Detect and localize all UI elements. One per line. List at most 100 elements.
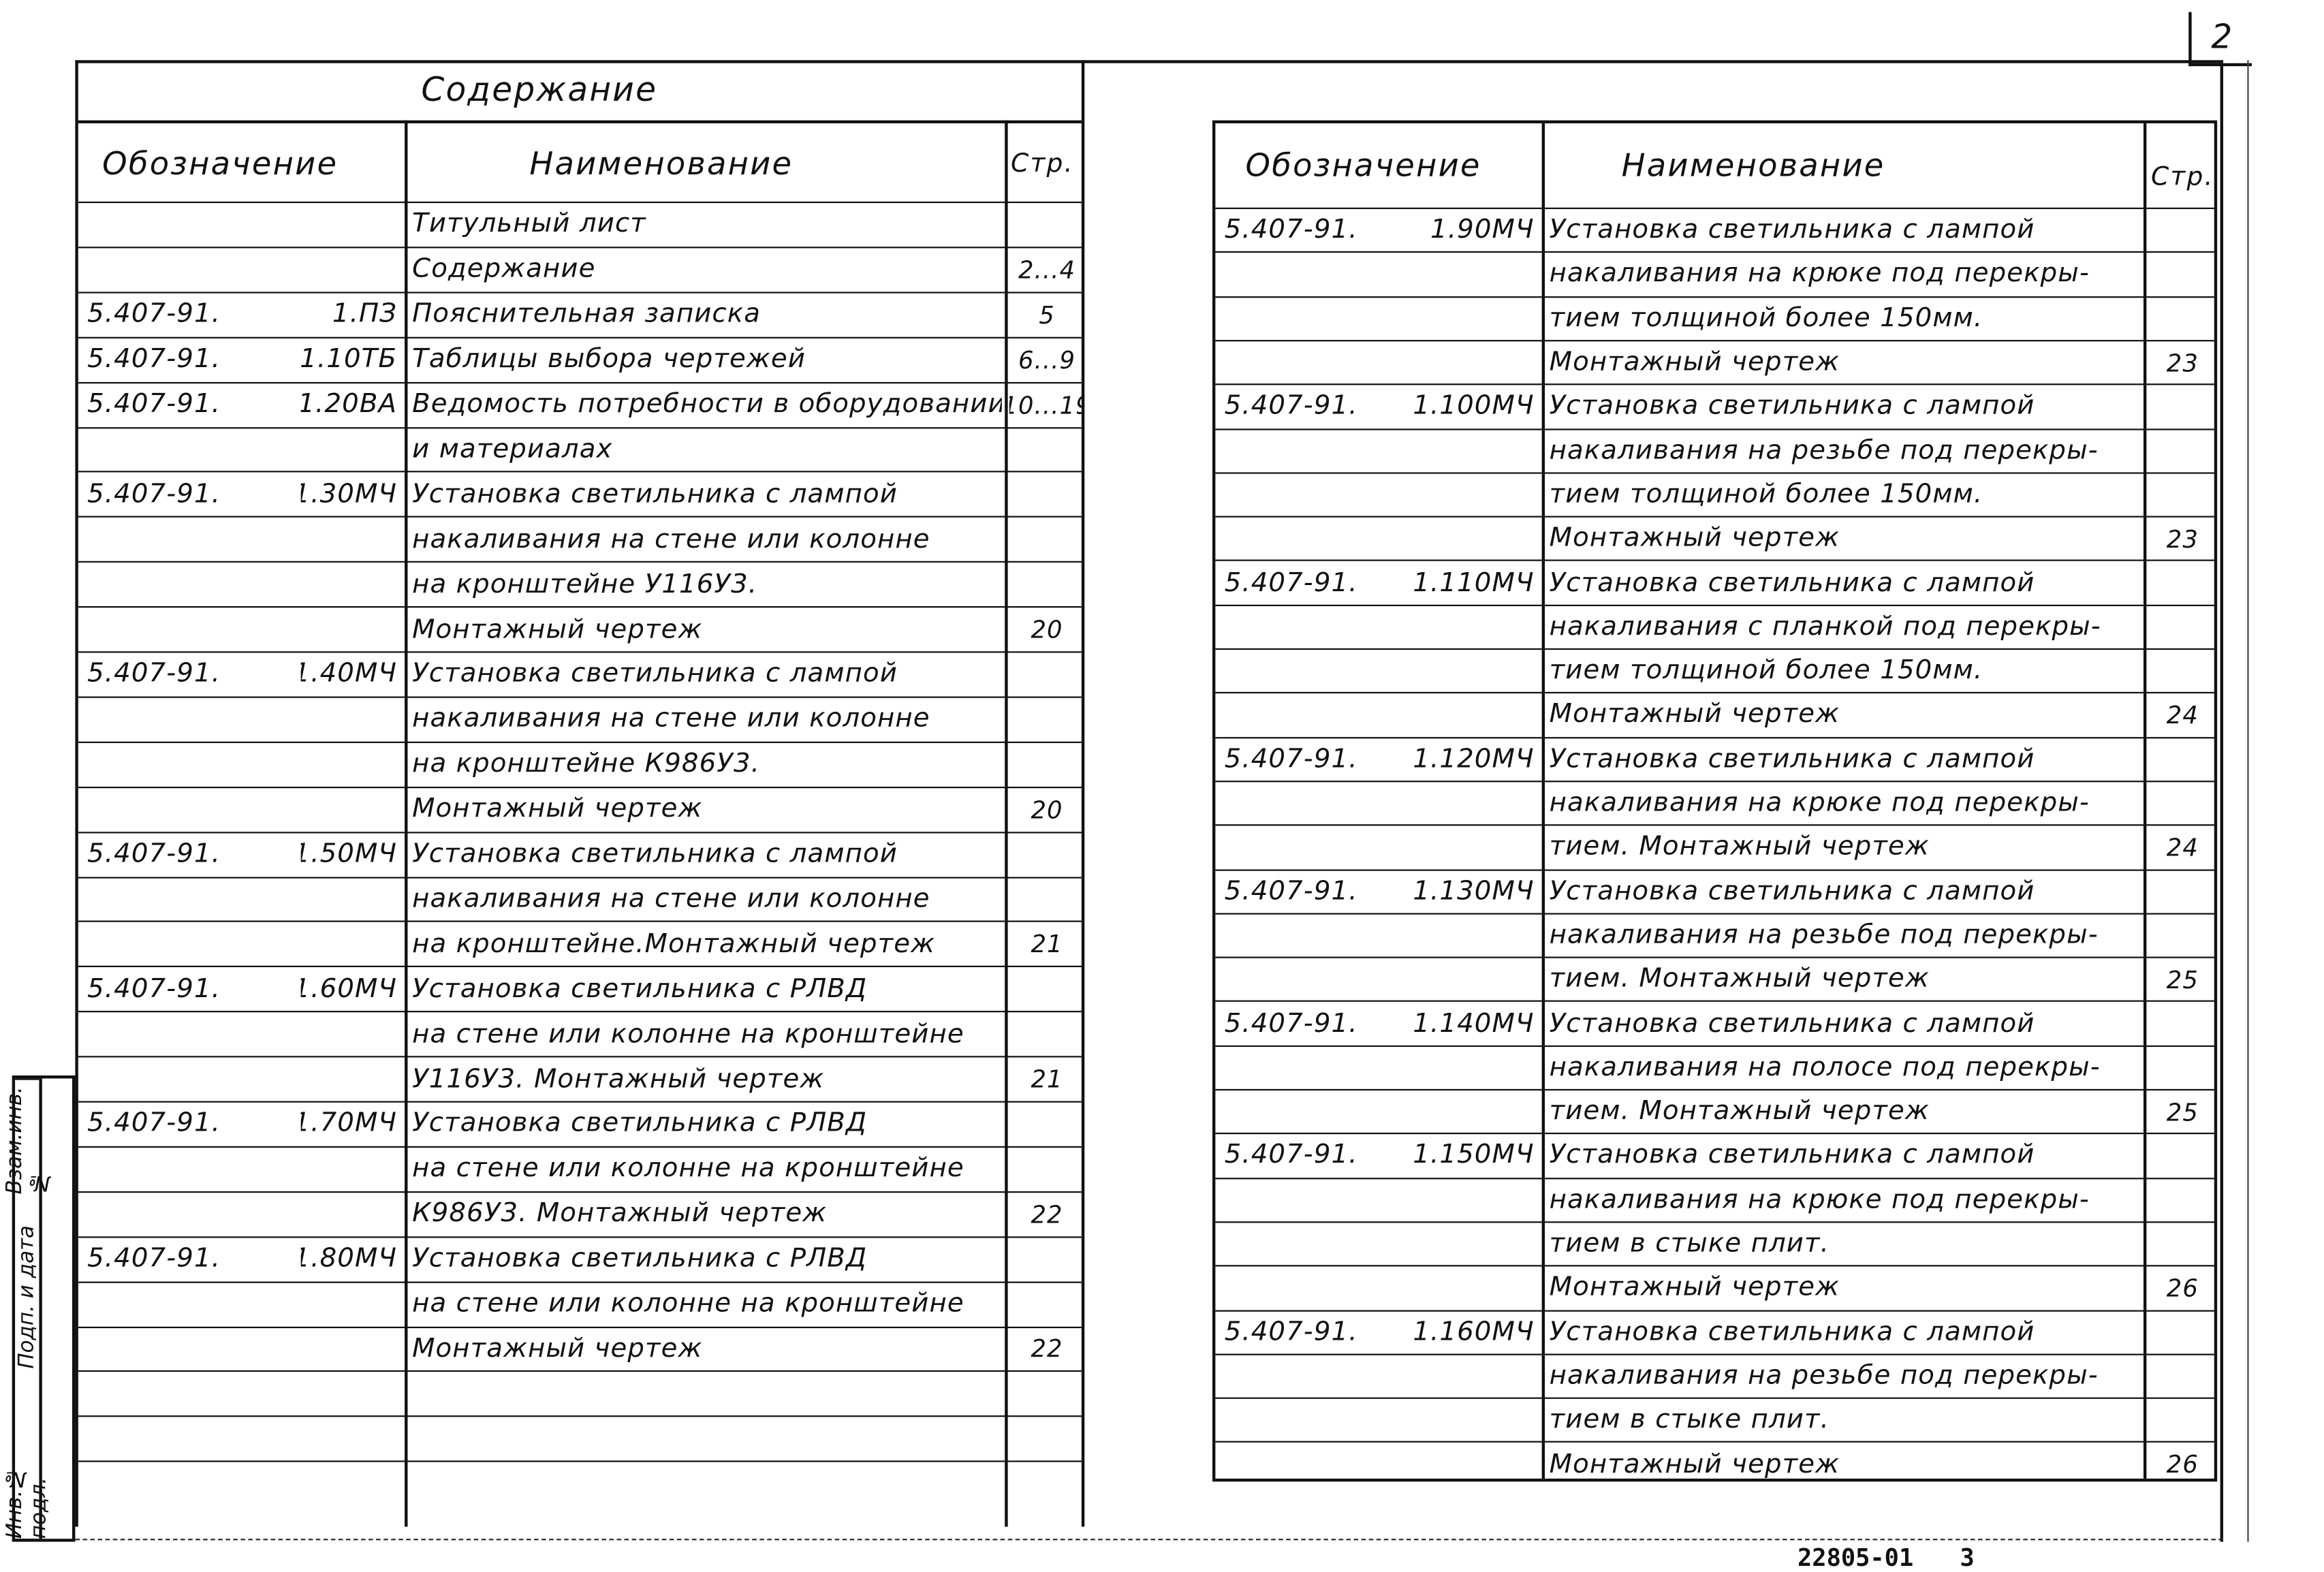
side-stamp: Взам.инв.№ Подп. и дата Инв.№ подл. bbox=[3, 1075, 76, 1542]
row-name: накаливания на полосе под перекры- bbox=[1549, 1052, 2101, 1083]
row-number: 1.130МЧ bbox=[1413, 876, 1535, 907]
row-code: 5.407-91. bbox=[87, 344, 221, 375]
row-page bbox=[2148, 209, 2218, 251]
row-number bbox=[301, 1327, 397, 1371]
row-page bbox=[1009, 428, 1084, 471]
row-number: 1.150МЧ bbox=[1413, 1140, 1535, 1172]
table-row: накаливания на стене или колонне bbox=[78, 696, 1082, 741]
table-row: Монтажный чертеж 22 bbox=[78, 1325, 1082, 1371]
row-name: тием толщиной более 150мм. bbox=[1549, 656, 1983, 687]
table-row: тием. Монтажный чертеж 24 bbox=[1215, 824, 2214, 869]
row-code: 5.407-91. bbox=[87, 974, 221, 1005]
outer-frame-right-edge bbox=[2247, 60, 2249, 1542]
row-name: Установка светильника с лампой bbox=[1549, 215, 2035, 246]
row-page bbox=[2148, 782, 2218, 824]
row-page bbox=[1009, 1148, 1084, 1191]
row-code: 5.407-91. bbox=[1224, 215, 1358, 246]
row-code: 5.407-91. bbox=[87, 1244, 221, 1274]
table-row: 5.407-91. 1.30МЧ Установка светильника с л… bbox=[78, 471, 1082, 516]
table-row: 5.407-91. 1.60МЧ Установка светильника с Р… bbox=[78, 966, 1082, 1011]
row-number bbox=[301, 563, 397, 606]
contents-table-left: Содержание Обозначение Наименование Стр.… bbox=[75, 60, 1084, 1527]
row-number: 1.160МЧ bbox=[1413, 1317, 1535, 1347]
header-name: Наименование bbox=[529, 146, 794, 183]
row-page: 26 bbox=[2166, 1274, 2199, 1303]
row-name: Монтажный чертеж bbox=[1549, 1449, 1840, 1480]
row-number bbox=[1396, 341, 1534, 383]
row-name: Монтажный чертеж bbox=[412, 1334, 703, 1364]
page-number: 2 bbox=[2211, 18, 2233, 57]
row-number: 1.40МЧ bbox=[300, 659, 398, 690]
row-name: и материалах bbox=[412, 435, 613, 465]
row-name: на стене или колонне на кронштейне bbox=[412, 1154, 964, 1184]
row-page bbox=[2148, 386, 2218, 428]
table-row: на стене или колонне на кронштейне bbox=[78, 1280, 1082, 1326]
sign-date-label: Подп. и дата bbox=[15, 1225, 40, 1368]
row-page: 23 bbox=[2166, 348, 2199, 377]
table-row: Монтажный чертеж 23 bbox=[1215, 339, 2214, 384]
table-row: Монтажный чертеж 23 bbox=[1215, 516, 2214, 561]
row-name: Установка светильника с лампой bbox=[1549, 1317, 2035, 1347]
row-page: 22 bbox=[1031, 1334, 1063, 1364]
row-page bbox=[2148, 606, 2218, 648]
table-row: Монтажный чертеж 20 bbox=[78, 786, 1082, 831]
row-number: 1.140МЧ bbox=[1413, 1008, 1535, 1039]
table-row: 5.407-91. 1.150МЧ Установка светильника с … bbox=[1215, 1133, 2214, 1178]
table-row: на кронштейне У116У3. bbox=[78, 561, 1082, 606]
row-number bbox=[1396, 429, 1534, 471]
row-page bbox=[1009, 968, 1084, 1011]
row-number bbox=[301, 518, 397, 561]
table-row: Содержание 2...4 bbox=[78, 246, 1082, 292]
row-page: 6...9 bbox=[1018, 345, 1076, 375]
header-page: Стр. bbox=[1011, 148, 1074, 179]
table-row: 5.407-91. 1.100МЧ Установка светильника с … bbox=[1215, 383, 2214, 428]
table-row: на кронштейне.Монтажный чертеж 21 bbox=[78, 921, 1082, 966]
row-page: 24 bbox=[2166, 833, 2199, 862]
row-name: Установка светильника с РЛВД bbox=[412, 974, 868, 1005]
table-row: 5.407-91. 1.140МЧ Установка светильника с … bbox=[1215, 1001, 2214, 1045]
row-code: 5.407-91. bbox=[1224, 567, 1358, 598]
row-name: Ведомость потребности в оборудовании bbox=[412, 390, 1002, 420]
table-row: накаливания на полосе под перекры- bbox=[1215, 1045, 2214, 1089]
row-name: К986У3. Монтажный чертеж bbox=[412, 1199, 828, 1229]
table-row: Титульный лист bbox=[78, 201, 1082, 247]
row-page: 24 bbox=[2166, 700, 2199, 729]
outer-frame-top bbox=[75, 60, 2224, 63]
row-name: Пояснительная записка bbox=[412, 299, 761, 330]
row-code: 5.407-91. bbox=[87, 659, 221, 690]
row-name: Установка светильника с лампой bbox=[1549, 1008, 2035, 1039]
row-name: накаливания на стене или колонне bbox=[412, 884, 930, 915]
row-page bbox=[1009, 1372, 1084, 1416]
row-number bbox=[1396, 473, 1534, 516]
row-number: 1.20ВА bbox=[300, 390, 398, 420]
row-name: Содержание bbox=[412, 254, 596, 285]
row-code: 5.407-91. bbox=[1224, 391, 1358, 422]
row-page bbox=[1009, 1013, 1084, 1056]
table-row: на кронштейне К986У3. bbox=[78, 741, 1082, 786]
contents-title: Содержание bbox=[421, 72, 658, 110]
table-row: 5.407-91. 1.130МЧ Установка светильника с … bbox=[1215, 868, 2214, 913]
table-row: Монтажный чертеж 26 bbox=[1215, 1265, 2214, 1310]
table-row bbox=[78, 1460, 1082, 1506]
row-number: 1.30МЧ bbox=[300, 480, 398, 510]
row-name: Установка светильника с лампой bbox=[412, 659, 898, 690]
row-name: накаливания на крюке под перекры- bbox=[1549, 1184, 2090, 1215]
row-name: Установка светильника с лампой bbox=[1549, 744, 2035, 774]
row-number bbox=[1396, 1223, 1534, 1265]
table-row: тием. Монтажный чертеж 25 bbox=[1215, 956, 2214, 1001]
row-number bbox=[1396, 253, 1534, 296]
row-name: тием в стыке плит. bbox=[1549, 1229, 1830, 1259]
row-number bbox=[301, 1462, 397, 1506]
table-row: 5.407-91. 1.40МЧ Установка светильника с л… bbox=[78, 651, 1082, 696]
row-number bbox=[301, 1372, 397, 1416]
row-number: 1.100МЧ bbox=[1413, 391, 1535, 422]
row-number: 1.120МЧ bbox=[1413, 744, 1535, 774]
row-number bbox=[301, 923, 397, 966]
header-name: Наименование bbox=[1621, 147, 1885, 184]
table-row: накаливания на крюке под перекры- bbox=[1215, 1177, 2214, 1221]
row-number bbox=[1396, 606, 1534, 648]
row-page bbox=[1009, 473, 1084, 516]
table-row: накаливания с планкой под перекры- bbox=[1215, 604, 2214, 648]
row-number bbox=[1396, 297, 1534, 339]
